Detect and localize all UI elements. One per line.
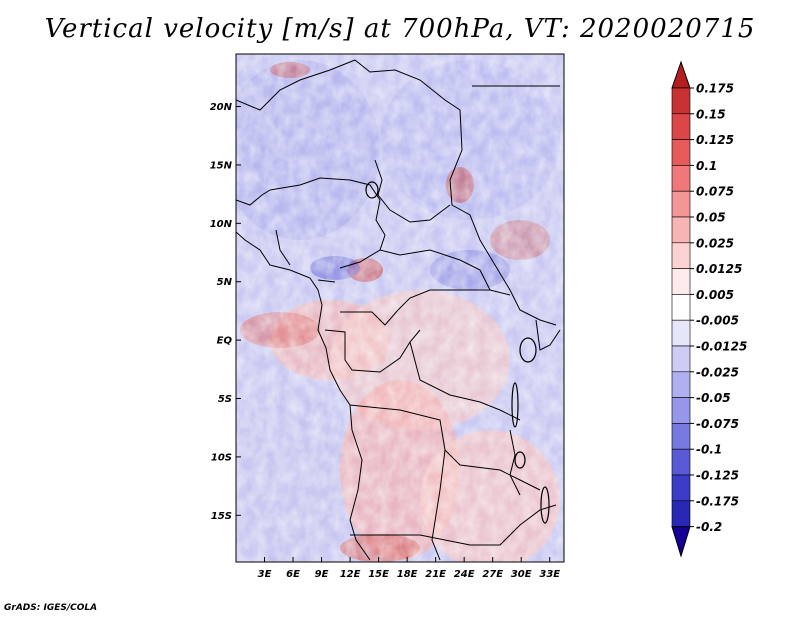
lon-tick-label: 12E bbox=[340, 569, 361, 580]
colorbar-bottom-arrow bbox=[671, 526, 691, 558]
lat-tick-label: 5S bbox=[218, 394, 232, 405]
colorbar-top-arrow bbox=[671, 60, 691, 89]
colorbar-label: -0.2 bbox=[696, 520, 722, 534]
colorbar-label: -0.1 bbox=[696, 443, 722, 457]
colorbar-label: 0.05 bbox=[696, 211, 726, 225]
lon-tick-label: 6E bbox=[286, 569, 300, 580]
colorbar-bin bbox=[671, 190, 691, 218]
lat-tick-label: 5N bbox=[217, 277, 233, 288]
colorbar-bin bbox=[671, 319, 691, 347]
lon-tick-label: 27E bbox=[482, 569, 503, 580]
lat-tick-label: 10S bbox=[211, 452, 232, 463]
colorbar-label: 0.0125 bbox=[696, 262, 742, 276]
colorbar-bin bbox=[671, 216, 691, 244]
colorbar-bin bbox=[671, 268, 691, 295]
colorbar-label: -0.125 bbox=[696, 469, 739, 483]
lat-tick-label: 15N bbox=[210, 160, 233, 171]
grads-credit: GrADS: IGES/COLA bbox=[4, 603, 98, 613]
map-title: Vertical velocity [m/s] at 700hPa, VT: 2… bbox=[44, 14, 756, 44]
colorbar-bin bbox=[671, 500, 691, 527]
colorbar-label: -0.0125 bbox=[696, 340, 747, 354]
lat-tick-label: 15S bbox=[211, 511, 232, 522]
colorbar-bin bbox=[671, 474, 691, 502]
lat-tick-label: EQ bbox=[217, 336, 233, 347]
colorbar-label: 0.15 bbox=[696, 107, 726, 121]
map-area: 20N 15N 10N 5N EQ 5S 10S 15S 3E 6E 9E 12E 15E 18E 21E… bbox=[210, 53, 565, 580]
lon-tick-label: 24E bbox=[454, 569, 475, 580]
lon-tick-label: 33E bbox=[539, 569, 560, 580]
colorbar-label: 0.125 bbox=[696, 133, 734, 147]
lon-tick-label: 9E bbox=[315, 569, 329, 580]
country-borders bbox=[236, 59, 561, 561]
colorbar-label: -0.075 bbox=[696, 417, 739, 431]
colorbar-label: 0.1 bbox=[696, 159, 717, 173]
colorbar-bin bbox=[671, 242, 691, 269]
colorbar-bin bbox=[671, 423, 691, 450]
colorbar-label: 0.175 bbox=[696, 82, 734, 96]
colorbar-bin bbox=[671, 345, 691, 373]
map-frame bbox=[235, 53, 565, 563]
colorbar-label: -0.175 bbox=[696, 494, 739, 508]
lakes bbox=[365, 181, 550, 524]
colorbar-bin bbox=[671, 448, 691, 476]
lon-tick-label: 3E bbox=[258, 569, 272, 580]
colorbar-label: -0.005 bbox=[696, 314, 739, 328]
colorbar-label: -0.05 bbox=[696, 391, 731, 405]
colorbar-bin bbox=[671, 87, 691, 115]
lon-tick-label: 30E bbox=[511, 569, 532, 580]
colorbar-bin bbox=[671, 165, 691, 192]
colorbar-label: -0.025 bbox=[696, 365, 739, 379]
latitude-axis: 20N 15N 10N 5N EQ 5S 10S 15S bbox=[210, 102, 241, 522]
lat-tick-label: 10N bbox=[210, 219, 233, 230]
colorbar-bin bbox=[671, 397, 691, 424]
colorbar-bin bbox=[671, 371, 691, 398]
velocity-field bbox=[236, 54, 564, 562]
lon-tick-label: 21E bbox=[425, 569, 446, 580]
lon-tick-label: 18E bbox=[397, 569, 418, 580]
colorbar-bin bbox=[671, 139, 691, 166]
colorbar-bin bbox=[671, 294, 691, 321]
lon-tick-label: 15E bbox=[368, 569, 389, 580]
colorbar: 0.175 0.15 0.125 0.1 0.075 0.05 0.025 0.0125 0.0… bbox=[671, 60, 747, 558]
longitude-axis: 3E 6E 9E 12E 15E 18E 21E 24E 27E 30E 33E bbox=[258, 557, 560, 580]
colorbar-bin bbox=[671, 113, 691, 140]
lat-tick-label: 20N bbox=[210, 102, 233, 113]
colorbar-label: 0.075 bbox=[696, 185, 734, 199]
colorbar-label: 0.005 bbox=[696, 288, 734, 302]
colorbar-label: 0.025 bbox=[696, 236, 734, 250]
